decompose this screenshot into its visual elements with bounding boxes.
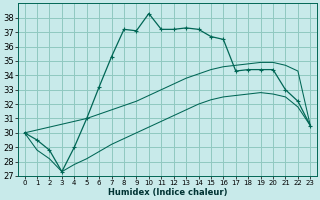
X-axis label: Humidex (Indice chaleur): Humidex (Indice chaleur) bbox=[108, 188, 227, 197]
